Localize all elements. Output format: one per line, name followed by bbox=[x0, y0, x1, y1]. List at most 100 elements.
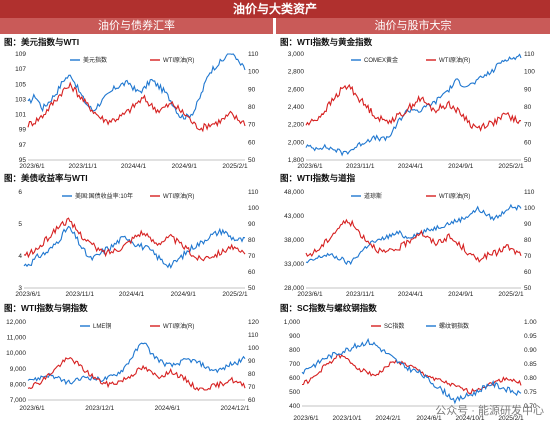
series-line bbox=[305, 53, 522, 157]
y-tick-right: 60 bbox=[524, 139, 532, 146]
y-tick-right: 110 bbox=[524, 189, 535, 196]
legend-label: WTI原油(R) bbox=[439, 56, 470, 64]
y-tick-left: 900 bbox=[289, 333, 300, 340]
x-tick: 2023/6/1 bbox=[19, 163, 45, 170]
chart-title: 图：WTI指数与黄金指数 bbox=[280, 37, 373, 47]
y-tick-right: 80 bbox=[248, 371, 256, 378]
y-tick-left: 8,000 bbox=[10, 381, 27, 388]
x-tick: 2025/2/1 bbox=[498, 415, 524, 422]
y-tick-right: 0.90 bbox=[524, 347, 537, 354]
x-tick: 2024/6/1 bbox=[416, 415, 442, 422]
y-tick-left: 12,000 bbox=[6, 319, 26, 326]
legend-label: WTI原油(R) bbox=[439, 192, 470, 200]
series-line bbox=[23, 217, 246, 262]
y-tick-left: 109 bbox=[15, 51, 26, 58]
series-line bbox=[305, 218, 522, 263]
y-tick-left: 7,000 bbox=[10, 397, 27, 404]
legend-label: WTI原油(R) bbox=[163, 56, 194, 64]
series-line bbox=[301, 337, 522, 405]
y-tick-right: 0.70 bbox=[524, 403, 537, 410]
x-tick: 2023/10/1 bbox=[333, 415, 362, 422]
y-tick-right: 60 bbox=[524, 269, 532, 276]
legend-label: 美国:国债收益率:10年 bbox=[75, 192, 133, 200]
x-tick: 2024/4/1 bbox=[398, 291, 424, 298]
y-tick-left: 97 bbox=[19, 142, 27, 149]
y-tick-right: 110 bbox=[248, 51, 259, 58]
x-tick: 2024/10/1 bbox=[456, 415, 485, 422]
y-tick-left: 95 bbox=[19, 157, 27, 164]
chart-sc-rebar: 图：SC指数与螺纹钢指数 400 500 600 700 800 900 1,000 0.70 0… bbox=[280, 303, 537, 422]
y-tick-right: 50 bbox=[524, 285, 532, 292]
x-tick: 2024/6/1 bbox=[155, 405, 181, 412]
y-tick-right: 60 bbox=[248, 139, 256, 146]
x-tick: 2023/11/1 bbox=[346, 163, 375, 170]
legend-label: WTI原油(R) bbox=[163, 322, 194, 330]
y-tick-left: 600 bbox=[289, 375, 300, 382]
y-tick-right: 100 bbox=[248, 69, 259, 76]
y-tick-left: 11,000 bbox=[7, 335, 27, 342]
y-tick-left: 101 bbox=[15, 112, 26, 119]
y-tick-right: 70 bbox=[248, 384, 256, 391]
y-tick-right: 110 bbox=[248, 189, 259, 196]
legend-label: 美元指数 bbox=[83, 56, 107, 64]
x-tick: 2025/2/1 bbox=[498, 163, 524, 170]
y-tick-right: 0.85 bbox=[524, 361, 537, 368]
y-tick-left: 4 bbox=[18, 253, 22, 260]
chart-wti-dow: 图：WTI指数与道指 28,000 33,000 38,000 43,000 48,000… bbox=[280, 173, 535, 298]
y-tick-left: 700 bbox=[289, 361, 300, 368]
x-tick: 2024/9/1 bbox=[171, 291, 197, 298]
y-tick-left: 33,000 bbox=[284, 261, 304, 268]
y-tick-right: 100 bbox=[248, 345, 259, 352]
x-tick: 2024/4/1 bbox=[121, 163, 147, 170]
y-tick-right: 90 bbox=[248, 358, 256, 365]
y-tick-right: 0.75 bbox=[524, 389, 537, 396]
x-tick: 2024/9/1 bbox=[448, 291, 474, 298]
series-line bbox=[27, 53, 246, 120]
y-tick-right: 50 bbox=[248, 285, 256, 292]
y-tick-right: 70 bbox=[524, 122, 532, 129]
legend-label: LME铜 bbox=[93, 322, 111, 330]
chart-title: 图：美元指数与WTI bbox=[4, 37, 79, 47]
x-tick: 2024/4/1 bbox=[119, 291, 145, 298]
y-tick-left: 400 bbox=[289, 403, 300, 410]
y-tick-left: 1,000 bbox=[284, 319, 301, 326]
y-tick-left: 28,000 bbox=[284, 285, 304, 292]
chart-title: 图：WTI指数与道指 bbox=[280, 173, 356, 183]
x-tick: 2024/9/1 bbox=[172, 163, 198, 170]
y-tick-right: 100 bbox=[524, 69, 535, 76]
series-line bbox=[305, 83, 522, 133]
y-tick-left: 2,400 bbox=[288, 104, 305, 111]
y-tick-right: 0.80 bbox=[524, 375, 537, 382]
y-tick-right: 70 bbox=[248, 122, 256, 129]
series-line bbox=[301, 353, 522, 394]
legend-label: WTI原油(R) bbox=[163, 192, 194, 200]
series-line bbox=[27, 81, 246, 133]
y-tick-right: 100 bbox=[524, 205, 535, 212]
x-tick: 2025/2/1 bbox=[222, 163, 248, 170]
x-tick: 2023/11/1 bbox=[66, 291, 95, 298]
y-tick-right: 80 bbox=[248, 104, 256, 111]
chart-title: 图：WTI指数与铜指数 bbox=[4, 303, 88, 313]
y-tick-right: 80 bbox=[524, 237, 532, 244]
y-tick-left: 3,000 bbox=[288, 51, 305, 58]
y-tick-left: 38,000 bbox=[284, 237, 304, 244]
y-tick-right: 120 bbox=[248, 319, 259, 326]
y-tick-right: 50 bbox=[524, 157, 532, 164]
y-tick-left: 800 bbox=[289, 347, 300, 354]
y-tick-left: 2,600 bbox=[288, 86, 305, 93]
legend-label: COMEX黄金 bbox=[364, 56, 398, 64]
y-tick-right: 50 bbox=[248, 157, 256, 164]
y-tick-right: 70 bbox=[524, 253, 532, 260]
x-tick: 2024/4/1 bbox=[398, 163, 424, 170]
series-line bbox=[27, 342, 246, 386]
x-tick: 2024/2/1 bbox=[375, 415, 401, 422]
x-tick: 2024/12/1 bbox=[221, 405, 250, 412]
y-tick-right: 90 bbox=[248, 221, 256, 228]
x-tick: 2023/6/1 bbox=[293, 415, 319, 422]
x-tick: 2024/9/1 bbox=[448, 163, 474, 170]
section-left-header: 油价与债券汇率 bbox=[0, 18, 273, 34]
x-tick: 2023/6/1 bbox=[19, 405, 45, 412]
y-tick-left: 103 bbox=[15, 96, 26, 103]
legend-label: 螺纹钢指数 bbox=[439, 322, 469, 330]
x-tick: 2023/6/1 bbox=[15, 291, 41, 298]
